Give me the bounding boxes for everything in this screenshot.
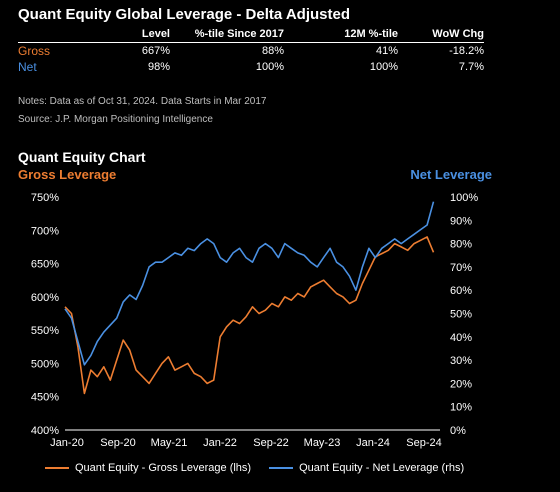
left-tick-label: 600% — [31, 292, 59, 304]
x-tick-label: Sep-20 — [100, 437, 135, 449]
legend-swatch-gross — [45, 467, 69, 469]
net-12m: 100% — [369, 61, 398, 73]
left-tick-label: 750% — [31, 192, 59, 204]
x-tick-label: Jan-20 — [50, 437, 84, 449]
legend-swatch-net — [269, 467, 294, 469]
x-tick-label: Jan-24 — [356, 437, 390, 449]
gross-wow: -18.2% — [449, 45, 484, 57]
right-tick-label: 50% — [450, 309, 472, 321]
header-title: Quant Equity Global Leverage - Delta Adj… — [18, 6, 350, 23]
legend-label-gross: Quant Equity - Gross Leverage (lhs) — [75, 462, 252, 474]
right-axis-label: Net Leverage — [410, 167, 492, 182]
table-row-net: Net 98% 100% 100% 7.7% — [18, 59, 484, 75]
source-text: Source: J.P. Morgan Positioning Intellig… — [18, 114, 213, 125]
left-axis: 400% 450% 500% 550% 600% 650% 700% 750% — [31, 192, 59, 437]
notes-text: Notes: Data as of Oct 31, 2024. Data Sta… — [18, 96, 267, 107]
right-tick-label: 80% — [450, 239, 472, 251]
left-tick-label: 400% — [31, 425, 59, 437]
chart-legend: Quant Equity - Gross Leverage (lhs) Quan… — [45, 462, 464, 474]
left-tick-label: 700% — [31, 225, 59, 237]
leverage-table: Level %-tile Since 2017 12M %-tile WoW C… — [18, 26, 484, 75]
legend-item-net: Quant Equity - Net Leverage (rhs) — [269, 462, 464, 474]
table-header-blank — [18, 26, 88, 43]
gross-pctile: 88% — [261, 45, 284, 57]
net-wow: 7.7% — [458, 61, 484, 73]
x-tick-label: Sep-22 — [253, 437, 288, 449]
right-tick-label: 70% — [450, 262, 472, 274]
row-label-gross: Gross — [18, 44, 51, 58]
right-tick-label: 100% — [450, 192, 478, 204]
table-header-wow: WoW Chg — [398, 26, 484, 43]
table-row-gross: Gross 667% 88% 41% -18.2% — [18, 43, 484, 60]
right-axis: 0% 10% 20% 30% 40% 50% 60% 70% 80% 90% 100% — [450, 192, 478, 437]
right-tick-label: 90% — [450, 215, 472, 227]
right-tick-label: 20% — [450, 378, 472, 390]
net-level: 98% — [147, 61, 170, 73]
left-tick-label: 550% — [31, 325, 59, 337]
table-header-pctile: %-tile Since 2017 — [170, 26, 284, 43]
x-tick-label: Sep-24 — [406, 437, 441, 449]
left-axis-label: Gross Leverage — [18, 167, 117, 182]
net-pctile: 100% — [255, 61, 284, 73]
x-tick-label: May-23 — [304, 437, 341, 449]
x-tick-label: May-21 — [151, 437, 188, 449]
left-tick-label: 500% — [31, 358, 59, 370]
gross-12m: 41% — [375, 45, 398, 57]
chart-title: Quant Equity Chart — [18, 149, 146, 165]
table-header-level: Level — [88, 26, 170, 43]
x-axis: Jan-20 Sep-20 May-21 Jan-22 Sep-22 May-23 Jan-… — [50, 429, 442, 449]
left-tick-label: 650% — [31, 259, 59, 271]
row-label-net: Net — [18, 60, 37, 74]
gross-leverage-line — [64, 236, 435, 395]
right-tick-label: 60% — [450, 285, 472, 297]
x-tick-label: Jan-22 — [203, 437, 237, 449]
gross-level: 667% — [141, 45, 170, 57]
legend-item-gross: Quant Equity - Gross Leverage (lhs) — [45, 462, 251, 474]
right-tick-label: 40% — [450, 332, 472, 344]
series-layer — [64, 201, 435, 395]
right-tick-label: 10% — [450, 402, 472, 414]
right-tick-label: 30% — [450, 355, 472, 367]
table-header-12m: 12M %-tile — [284, 26, 398, 43]
net-leverage-line — [64, 201, 435, 366]
left-tick-label: 450% — [31, 392, 59, 404]
legend-label-net: Quant Equity - Net Leverage (rhs) — [299, 462, 465, 474]
right-tick-label: 0% — [450, 425, 466, 437]
